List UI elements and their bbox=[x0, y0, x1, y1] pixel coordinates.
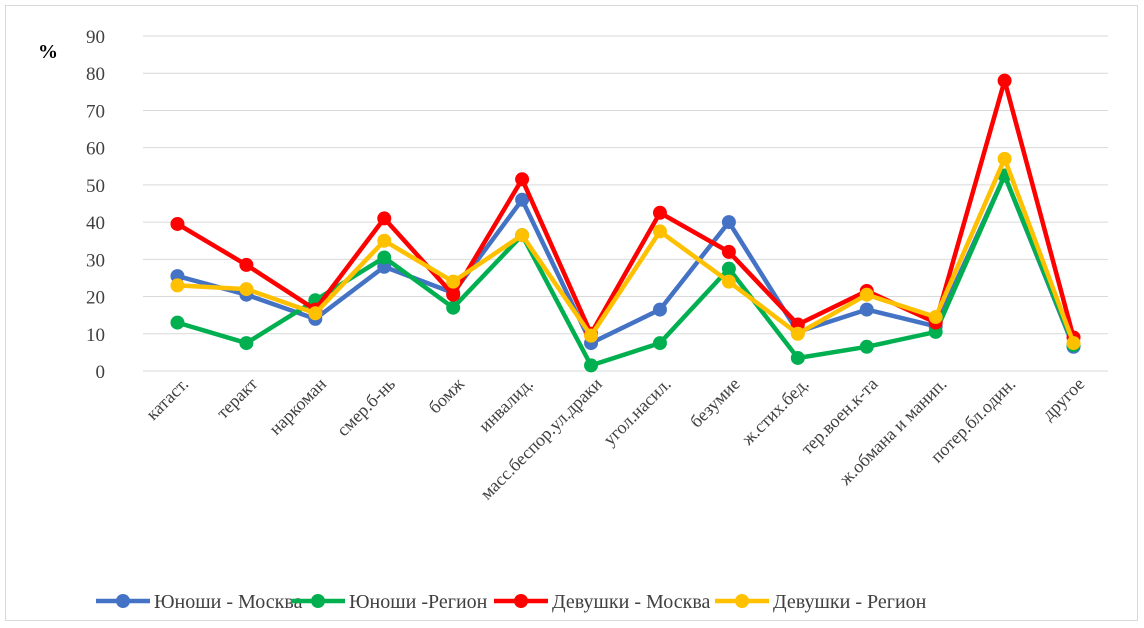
data-point bbox=[1066, 336, 1081, 351]
legend-swatch-marker bbox=[514, 594, 528, 608]
y-tick-label: 30 bbox=[86, 250, 105, 271]
legend-label: Девушки - Москва bbox=[552, 591, 711, 613]
legend-swatch-marker bbox=[116, 594, 130, 608]
y-axis-unit-label: % bbox=[38, 41, 58, 63]
data-point bbox=[515, 228, 530, 243]
x-category-label: масс.беспор.ул.драки bbox=[476, 373, 606, 503]
data-point bbox=[997, 73, 1012, 88]
data-point bbox=[652, 224, 667, 239]
data-point bbox=[515, 192, 530, 207]
legend-item-4: Девушки - Регион bbox=[715, 591, 927, 613]
data-point bbox=[859, 339, 874, 354]
data-point bbox=[652, 302, 667, 317]
data-point bbox=[721, 244, 736, 259]
y-tick-label: 50 bbox=[86, 176, 105, 197]
data-point bbox=[377, 250, 392, 265]
data-point bbox=[584, 358, 599, 373]
y-tick-label: 90 bbox=[86, 27, 105, 48]
x-category-label: инвалид. bbox=[475, 374, 537, 436]
series-1 bbox=[170, 168, 1081, 354]
y-tick-label: 10 bbox=[86, 325, 105, 346]
y-tick-label: 20 bbox=[86, 288, 105, 309]
x-category-label: наркоман bbox=[265, 373, 330, 438]
legend-item-2: Юноши -Регион bbox=[291, 591, 488, 613]
data-point bbox=[928, 310, 943, 325]
x-category-label: другое bbox=[1038, 374, 1088, 424]
data-point bbox=[859, 287, 874, 302]
data-point bbox=[446, 300, 461, 315]
chart-frame bbox=[5, 5, 1138, 621]
data-point bbox=[239, 282, 254, 297]
legend-swatch-marker bbox=[735, 594, 749, 608]
data-point bbox=[239, 336, 254, 351]
data-point bbox=[584, 328, 599, 343]
legend-item-3: Девушки - Москва bbox=[494, 591, 711, 613]
x-category-label: смер.б-нь bbox=[333, 374, 399, 440]
legend-swatch-marker bbox=[311, 594, 325, 608]
data-point bbox=[721, 215, 736, 230]
data-point bbox=[652, 336, 667, 351]
y-tick-label: 70 bbox=[86, 101, 105, 122]
gridlines bbox=[143, 35, 1108, 372]
y-tick-label: 60 bbox=[86, 139, 105, 160]
data-point bbox=[446, 287, 461, 302]
data-point bbox=[170, 315, 185, 330]
data-point bbox=[790, 350, 805, 365]
y-tick-label: 40 bbox=[86, 213, 105, 234]
data-point bbox=[308, 306, 323, 321]
legend-label: Юноши -Регион bbox=[349, 591, 488, 613]
x-category-label: теракт bbox=[212, 374, 261, 423]
series-line bbox=[175, 156, 1076, 346]
y-tick-label: 0 bbox=[96, 362, 106, 383]
series-lines bbox=[170, 73, 1081, 373]
data-point bbox=[997, 151, 1012, 166]
legend-label: Юноши - Москва bbox=[154, 591, 303, 613]
x-category-label: угол.насил. bbox=[599, 374, 675, 450]
data-point bbox=[790, 326, 805, 341]
y-tick-label: 80 bbox=[86, 64, 105, 85]
data-point bbox=[515, 172, 530, 187]
data-point bbox=[652, 205, 667, 220]
data-point bbox=[377, 211, 392, 226]
data-point bbox=[446, 274, 461, 289]
legend-label: Девушки - Регион bbox=[773, 591, 927, 613]
x-category-label: бомж bbox=[424, 373, 468, 417]
x-category-label: безумие bbox=[686, 374, 744, 432]
legend-item-1: Юноши - Москва bbox=[96, 591, 303, 613]
data-point bbox=[239, 257, 254, 272]
x-category-label: катаст. bbox=[142, 374, 192, 424]
y-axis-ticks: 0 10 20 30 40 50 60 70 80 90 bbox=[86, 27, 105, 383]
x-axis-category-labels: катаст. теракт наркоман смер.б-нь бомж инвали… bbox=[142, 373, 1088, 503]
x-category-label: ж.стих.бед. bbox=[737, 374, 813, 450]
legend: Юноши - Москва Юноши -Регион Девушки - Мос… bbox=[96, 591, 927, 613]
series-line bbox=[175, 173, 1076, 350]
data-point bbox=[859, 302, 874, 317]
data-point bbox=[721, 274, 736, 289]
series-line bbox=[175, 78, 1076, 340]
data-point bbox=[170, 216, 185, 231]
series-4 bbox=[170, 151, 1081, 351]
data-point bbox=[377, 233, 392, 248]
data-point bbox=[721, 261, 736, 276]
data-point bbox=[170, 278, 185, 293]
